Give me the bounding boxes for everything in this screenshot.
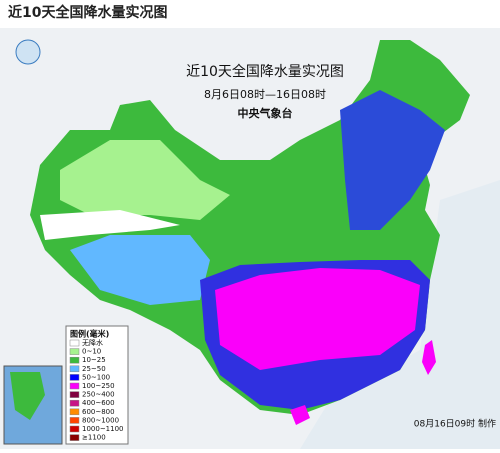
legend-label: 无降水 xyxy=(82,338,103,347)
map-subtitle: 8月6日08时—16日08时 xyxy=(204,88,326,101)
legend-swatch xyxy=(69,348,80,355)
legend-swatch xyxy=(69,408,80,416)
legend-title: 图例(毫米) xyxy=(70,329,109,339)
legend: 图例(毫米) 无降水0~1010~2525~5050~100100~250250… xyxy=(65,325,129,445)
legend-label: ≥1100 xyxy=(82,434,106,442)
legend-label: 800~1000 xyxy=(82,416,119,424)
header-title: 近10天全国降水量实况图 xyxy=(8,4,167,21)
legend-swatch xyxy=(69,434,80,441)
map-agency: 中央气象台 xyxy=(238,106,293,120)
legend-label: 25~50 xyxy=(82,365,106,373)
legend-label: 50~100 xyxy=(82,373,110,381)
legend-swatch xyxy=(69,356,80,364)
hainan xyxy=(290,405,310,425)
inset-land xyxy=(10,372,45,420)
map-footer: 08月16日09时 制作 xyxy=(414,418,496,430)
legend-swatch xyxy=(69,365,80,373)
legend-label: 400~600 xyxy=(82,399,115,407)
map-title: 近10天全国降水量实况图 xyxy=(186,63,344,80)
legend-label: 600~800 xyxy=(82,408,115,416)
legend-label: 100~250 xyxy=(82,382,115,390)
legend-label: 10~25 xyxy=(82,356,106,364)
land-dark-blue-north xyxy=(340,90,445,230)
land-magenta xyxy=(215,268,420,370)
legend-swatch xyxy=(69,374,80,381)
legend-swatch xyxy=(69,399,80,407)
land-dry xyxy=(40,210,180,240)
taiwan xyxy=(422,340,436,375)
logo xyxy=(15,39,41,65)
legend-label: 250~400 xyxy=(82,391,115,399)
land-light-green xyxy=(60,140,230,220)
legend-swatch xyxy=(69,339,80,347)
legend-label: 1000~1100 xyxy=(82,425,124,433)
legend-label: 0~10 xyxy=(82,348,101,356)
sea xyxy=(300,180,500,449)
legend-swatch xyxy=(69,417,80,424)
land-blue xyxy=(70,235,210,305)
legend-swatch xyxy=(69,425,80,433)
legend-swatch xyxy=(69,391,80,398)
legend-swatch xyxy=(69,382,80,390)
